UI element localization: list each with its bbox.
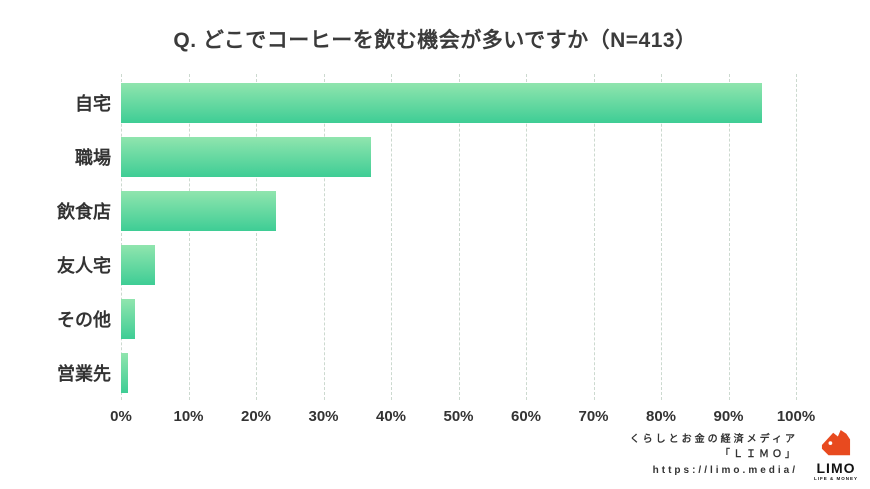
- bar-track: [121, 245, 796, 285]
- bar-track: [121, 353, 796, 393]
- gridline: [256, 74, 257, 400]
- chart-row: 職場: [0, 130, 870, 184]
- limo-logo: LIMO LIFE & MONEY: [810, 429, 862, 482]
- chart-row: その他: [0, 292, 870, 346]
- footer-text: くらしとお金の経済メディア 「ＬＩＭＯ」 https://limo.media/: [630, 432, 798, 479]
- gridline: [391, 74, 392, 400]
- bar-track: [121, 137, 796, 177]
- x-tick-label: 60%: [510, 408, 542, 425]
- footer: くらしとお金の経済メディア 「ＬＩＭＯ」 https://limo.media/…: [630, 429, 862, 482]
- logo-wordmark: LIMO: [816, 459, 856, 476]
- bar-rows: 自宅職場飲食店友人宅その他営業先: [0, 76, 870, 400]
- gridlines: [121, 74, 797, 400]
- bar-track: [121, 83, 796, 123]
- logo-subtext: LIFE & MONEY: [813, 475, 858, 481]
- bar-track: [121, 299, 796, 339]
- category-label: 自宅: [75, 94, 111, 114]
- fox-icon: [821, 429, 851, 455]
- gridline: [661, 74, 662, 400]
- bar-track: [121, 191, 796, 231]
- x-tick-label: 80%: [645, 408, 677, 425]
- x-tick-label: 10%: [173, 408, 204, 425]
- gridline: [728, 74, 730, 400]
- chart-row: 友人宅: [0, 238, 870, 292]
- category-label: その他: [57, 310, 111, 330]
- category-label: 飲食店: [57, 202, 111, 222]
- category-label: 友人宅: [57, 256, 111, 276]
- gridline: [796, 74, 797, 400]
- footer-brand: 「ＬＩＭＯ」: [720, 449, 798, 460]
- gridline: [121, 74, 122, 400]
- x-tick-label: 70%: [578, 408, 609, 425]
- bar-chart: 自宅職場飲食店友人宅その他営業先 0% 10% 20% 30% 40% 50% 60% 70%…: [0, 74, 870, 432]
- x-tick-label: 30%: [308, 408, 339, 425]
- x-tick-label: 90%: [713, 408, 744, 425]
- gridline: [188, 74, 190, 400]
- x-tick-label: 50%: [443, 408, 474, 425]
- category-label: 職場: [75, 148, 111, 168]
- footer-url: https://limo.media/: [652, 464, 798, 476]
- category-label: 営業先: [57, 364, 111, 384]
- footer-tagline: くらしとお金の経済メディア: [629, 433, 798, 445]
- bar-5: [121, 353, 128, 393]
- bar-2: [121, 191, 277, 231]
- chart-title: Q. どこでコーヒーを飲む機会が多いですか（N=413）: [173, 29, 697, 52]
- chart-row: 飲食店: [0, 184, 870, 238]
- gridline: [323, 74, 325, 400]
- x-tick-label: 100%: [776, 408, 816, 425]
- gridline: [526, 74, 527, 400]
- x-axis: 0% 10% 20% 30% 40% 50% 60% 70% 80% 90% 100%: [110, 408, 815, 432]
- bar-0: [121, 83, 763, 123]
- gridline: [458, 74, 460, 400]
- bar-1: [121, 137, 371, 177]
- gridline: [593, 74, 595, 400]
- chart-row: 自宅: [0, 76, 870, 130]
- chart-row: 営業先: [0, 346, 870, 400]
- x-tick-label: 0%: [110, 408, 132, 425]
- bar-4: [121, 299, 135, 339]
- x-tick-label: 40%: [375, 408, 407, 425]
- bar-3: [121, 245, 155, 285]
- x-tick-label: 20%: [240, 408, 272, 425]
